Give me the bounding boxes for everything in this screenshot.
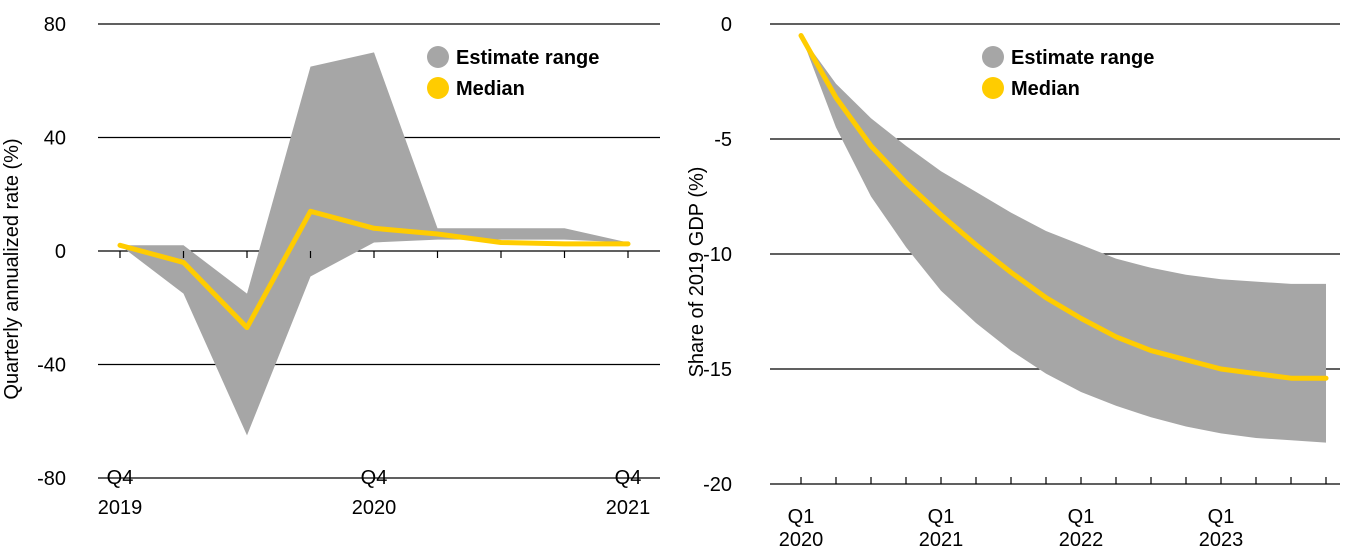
x-tick-label: Q1 — [1208, 506, 1235, 528]
legend-swatch-estimate-range — [427, 46, 449, 68]
y-tick-label: -20 — [703, 474, 732, 496]
x-tick-label-year: 2020 — [352, 497, 397, 519]
x-tick-label-year: 2019 — [98, 497, 143, 519]
x-tick-label-year: 2023 — [1199, 529, 1244, 551]
legend-swatch-median — [427, 77, 449, 99]
x-tick-label-year: 2020 — [779, 529, 824, 551]
y-tick-label: 0 — [55, 241, 66, 263]
x-tick-label: Q4 — [615, 467, 642, 489]
x-tick-label: Q1 — [788, 506, 815, 528]
x-tick-label: Q4 — [107, 467, 134, 489]
legend-swatch-median — [982, 77, 1004, 99]
legend-label-median: Median — [456, 78, 525, 100]
y-tick-label: 0 — [721, 14, 732, 36]
median-line — [798, 33, 1329, 381]
x-tick-label: Q1 — [1068, 506, 1095, 528]
legend-label-estimate-range: Estimate range — [456, 47, 599, 69]
y-tick-label: -15 — [703, 359, 732, 381]
x-tick-label: Q1 — [928, 506, 955, 528]
y-tick-label: 40 — [44, 128, 66, 150]
x-tick-label-year: 2022 — [1059, 529, 1104, 551]
y-tick-label: -5 — [714, 129, 732, 151]
x-tick-label: Q4 — [361, 467, 388, 489]
y-axis-label: Share of 2019 GDP (%) — [686, 167, 708, 378]
x-tick-label-year: 2021 — [606, 497, 651, 519]
estimate-range-band — [801, 35, 1326, 443]
y-tick-label: -40 — [37, 355, 66, 377]
median-line — [117, 208, 631, 331]
legend-label-estimate-range: Estimate range — [1011, 47, 1154, 69]
estimate-range-band — [120, 52, 628, 436]
y-tick-label: -80 — [37, 468, 66, 490]
legend-swatch-estimate-range — [982, 46, 1004, 68]
y-tick-label: 80 — [44, 14, 66, 36]
x-tick-label-year: 2021 — [919, 529, 964, 551]
y-tick-label: -10 — [703, 244, 732, 266]
legend-label-median: Median — [1011, 78, 1080, 100]
y-axis-label: Quarterly annualized rate (%) — [1, 138, 23, 399]
